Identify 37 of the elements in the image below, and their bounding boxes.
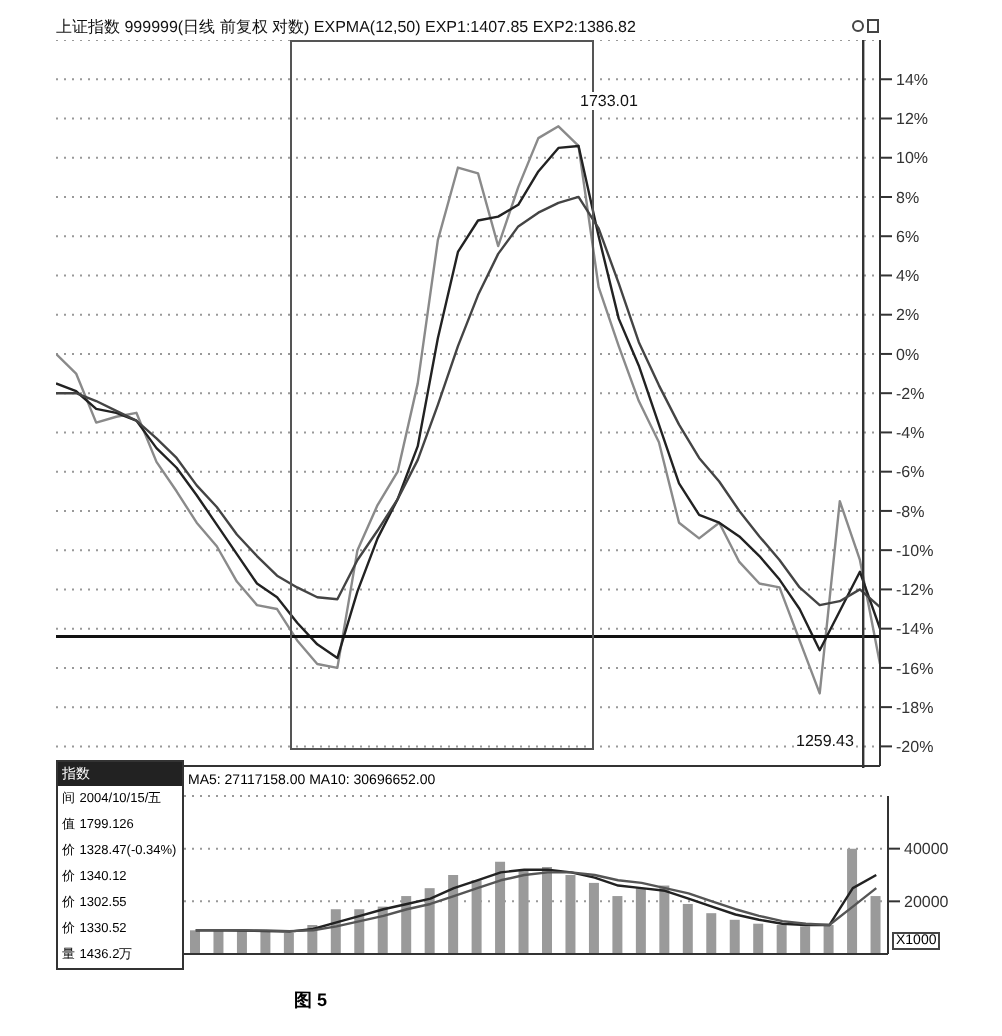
y-tick-label: -8%: [896, 502, 925, 521]
annotation: 1733.01: [580, 92, 638, 110]
y-tick-label: 2%: [896, 306, 920, 325]
line-series: [56, 195, 882, 609]
y-tick-label: -2%: [896, 384, 925, 403]
chart-title: 上证指数 999999(日线 前复权 对数) EXPMA(12,50) EXP1:1407.85 EXP2:1386.82: [56, 16, 636, 38]
bar: [283, 932, 294, 954]
y-tick-label: -18%: [896, 698, 934, 717]
y-tick-label: 8%: [896, 188, 920, 207]
y-tick-label: 40000: [904, 840, 950, 859]
bar: [776, 925, 787, 954]
bar: [729, 919, 740, 954]
y-tick-label: 4%: [896, 267, 920, 286]
bar: [236, 930, 247, 954]
y-tick-label: 20000: [904, 893, 950, 912]
caption: 图 5: [294, 988, 328, 1014]
y-tick-label: -10%: [896, 541, 934, 560]
y-tick-label: 14%: [896, 70, 929, 89]
y-tick-label: -4%: [896, 424, 925, 443]
bar: [800, 926, 811, 954]
bar: [260, 931, 271, 954]
bar: [448, 875, 459, 954]
y-tick-label: -14%: [896, 620, 934, 639]
y-tick-label: 6%: [896, 227, 920, 246]
bar: [753, 923, 764, 954]
y-tick-label: 0%: [896, 345, 920, 364]
bar: [471, 880, 482, 954]
y-tick-label: 10%: [896, 149, 929, 168]
annotation: 1259.43: [796, 732, 854, 750]
bar: [823, 925, 834, 954]
y-tick-label: -12%: [896, 581, 934, 600]
y-tick-label: -16%: [896, 659, 934, 678]
bar: [190, 930, 200, 954]
bar: [706, 913, 717, 954]
y-tick-label: -6%: [896, 463, 925, 482]
y-tick-label: -20%: [896, 738, 934, 757]
y-tick-label: 12%: [896, 110, 929, 129]
